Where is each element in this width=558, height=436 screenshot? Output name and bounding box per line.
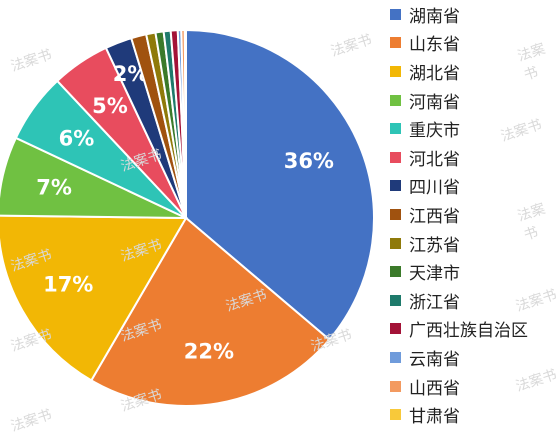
pie-slice-15	[183, 28, 187, 219]
legend-swatch	[390, 123, 401, 135]
data-label-1: 36%	[284, 149, 334, 173]
legend-item: 江西省	[390, 200, 528, 229]
legend-label: 山西省	[409, 378, 460, 399]
legend-swatch	[390, 8, 401, 20]
legend-item: 天津市	[390, 257, 528, 286]
legend-item: 广西壮族自治区	[390, 315, 528, 344]
legend-swatch	[390, 323, 401, 335]
legend-label: 河南省	[409, 92, 460, 113]
legend-swatch	[390, 65, 401, 77]
legend-item: 重庆市	[390, 114, 528, 143]
legend-label: 河北省	[409, 149, 460, 170]
legend-label: 云南省	[409, 349, 460, 370]
legend-item: 浙江省	[390, 286, 528, 315]
legend-label: 四川省	[409, 178, 460, 199]
legend-item: 江苏省	[390, 229, 528, 258]
data-label-4: 7%	[36, 176, 72, 200]
legend-swatch	[390, 294, 401, 306]
legend-item: 河北省	[390, 143, 528, 172]
legend-label: 重庆市	[409, 121, 460, 142]
legend-swatch	[390, 237, 401, 249]
legend-item: 山西省	[390, 372, 528, 401]
legend-swatch	[390, 180, 401, 192]
pie-slice-2	[89, 216, 331, 407]
legend-swatch	[390, 37, 401, 49]
legend-swatch	[390, 208, 401, 220]
pie-plot: 36%22%17%7%6%5%2%	[0, 28, 375, 407]
legend-item: 甘肃省	[390, 400, 528, 429]
data-label-2: 22%	[184, 339, 234, 363]
legend-swatch	[390, 94, 401, 106]
legend-label: 江苏省	[409, 235, 460, 256]
legend-swatch	[390, 151, 401, 163]
legend-label: 甘肃省	[409, 407, 460, 428]
data-label-6: 5%	[92, 94, 128, 118]
legend-label: 江西省	[409, 206, 460, 227]
legend-swatch	[390, 409, 401, 421]
legend-item: 山东省	[390, 29, 528, 58]
legend-label: 浙江省	[409, 292, 460, 313]
legend-label: 湖北省	[409, 63, 460, 84]
pie-slice-1	[185, 28, 375, 342]
legend-label: 湖南省	[409, 6, 460, 27]
legend-swatch	[390, 266, 401, 278]
legend-label: 天津市	[409, 264, 460, 285]
legend-swatch	[390, 380, 401, 392]
legend-item: 湖南省	[390, 0, 528, 29]
data-label-3: 17%	[43, 273, 93, 297]
legend-label: 山东省	[409, 35, 460, 56]
legend-item: 云南省	[390, 343, 528, 372]
legend-swatch	[390, 351, 401, 363]
pie-slice-3	[0, 214, 188, 382]
legend-item: 四川省	[390, 172, 528, 201]
legend: 湖南省山东省湖北省河南省重庆市河北省四川省江西省江苏省天津市浙江省广西壮族自治区…	[390, 0, 528, 429]
data-label-5: 6%	[59, 126, 95, 150]
legend-item: 湖北省	[390, 57, 528, 86]
legend-item: 河南省	[390, 86, 528, 115]
legend-label: 广西壮族自治区	[409, 321, 528, 342]
